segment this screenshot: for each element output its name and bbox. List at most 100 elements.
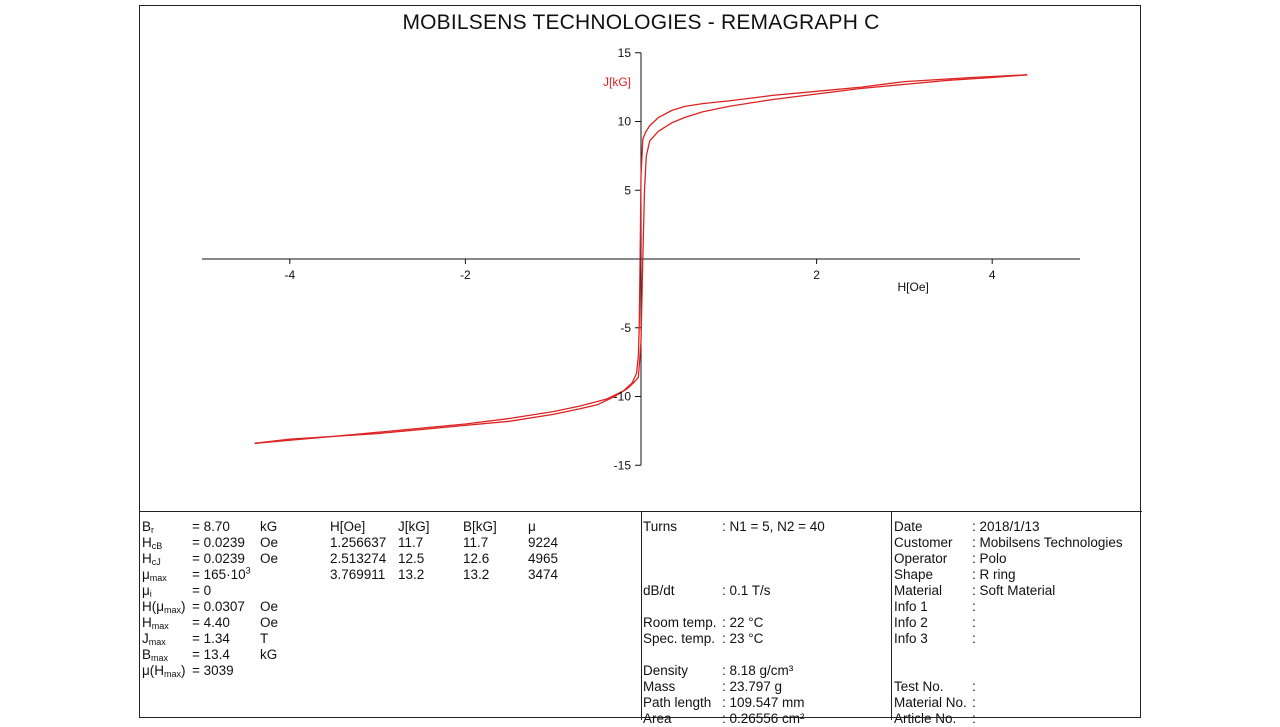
table-header: μ — [528, 519, 536, 534]
measurement-label: dB/dt — [643, 583, 675, 598]
hysteresis-chart: -4 -2 2 4 15 10 5 -5 -10 -15 H[Oe] J[kG] — [202, 46, 1080, 473]
param-symbol: Hmax — [142, 615, 169, 631]
y-tick-label: -5 — [620, 321, 631, 335]
table-header: B[kG] — [463, 519, 497, 534]
param-unit: kG — [260, 519, 278, 534]
param-symbol: HcJ — [142, 551, 161, 567]
measurement-value: : 109.547 mm — [722, 695, 805, 710]
chart-labels: -4 -2 2 4 15 10 5 -5 -10 -15 H[Oe] J[kG] — [284, 46, 995, 473]
table-cell: 13.2 — [463, 567, 490, 582]
table-header: J[kG] — [398, 519, 430, 534]
report-frame: MOBILSENS TECHNOLOGIES - REMAGRAPH C -4-… — [139, 5, 1142, 726]
param-symbol: μmax — [142, 567, 167, 583]
info-value: : — [972, 599, 976, 614]
info-label: Shape — [894, 567, 934, 582]
param-symbol: μ(Hmax) — [142, 663, 186, 679]
param-value: = 3039 — [192, 663, 234, 678]
table-cell: 9224 — [528, 535, 559, 550]
info-value: : — [972, 615, 976, 630]
info-label: Info 1 — [894, 599, 928, 614]
info-value: : — [972, 695, 976, 710]
report-title: MOBILSENS TECHNOLOGIES - REMAGRAPH C — [402, 11, 880, 34]
param-unit: Oe — [260, 599, 279, 614]
table-cell: 11.7 — [398, 535, 424, 550]
info-value: : Soft Material — [972, 583, 1056, 598]
y-tick-label: -10 — [614, 390, 632, 404]
table-cell: 13.2 — [398, 567, 425, 582]
divider-1 — [641, 512, 642, 720]
param-unit: T — [260, 631, 269, 646]
info-value: : — [972, 679, 976, 694]
measurement-value: : 0.26556 cm² — [722, 711, 805, 726]
table-cell: 4965 — [528, 551, 559, 566]
table-cell: 3474 — [528, 567, 559, 582]
measurement-label: Area — [643, 711, 672, 726]
param-value: = 4.40 — [192, 615, 230, 630]
param-unit: Oe — [260, 615, 279, 630]
divider-2 — [891, 512, 892, 720]
x-tick-label: -2 — [460, 268, 471, 282]
param-value: = 165·103 — [192, 565, 251, 582]
measurement-label: Turns — [643, 519, 678, 534]
table-cell: 1.256637 — [330, 535, 387, 550]
table-header: H[Oe] — [330, 519, 366, 534]
param-value: = 0.0307 — [192, 599, 245, 614]
y-tick-label: 15 — [618, 46, 632, 60]
x-tick-label: -4 — [284, 268, 295, 282]
param-unit: Oe — [260, 551, 279, 566]
param-value: = 1.34 — [192, 631, 230, 646]
chart-axes — [202, 52, 1080, 466]
info-label: Date — [894, 519, 923, 534]
y-tick-label: 5 — [624, 183, 631, 197]
measurement-label: Spec. temp. — [643, 631, 716, 646]
y-tick-label: -15 — [614, 458, 632, 472]
info-label: Info 2 — [894, 615, 928, 630]
table-cell: 12.6 — [463, 551, 490, 566]
measurement-value: : 8.18 g/cm³ — [722, 663, 794, 678]
param-symbol: Jmax — [142, 631, 166, 647]
x-tick-label: 4 — [989, 268, 996, 282]
info-value: : Mobilsens Technologies — [972, 535, 1123, 550]
param-value: = 0 — [192, 583, 212, 598]
param-symbol: HcB — [142, 535, 163, 551]
measurement-label: Mass — [643, 679, 676, 694]
x-axis-label: H[Oe] — [898, 280, 929, 294]
measurement-value: : 23 °C — [722, 631, 764, 646]
measurement-label: Path length — [643, 695, 712, 710]
param-value: = 8.70 — [192, 519, 230, 534]
table-cell: 12.5 — [398, 551, 425, 566]
param-symbol: H(μmax) — [142, 599, 186, 615]
hysteresis-branch-2 — [254, 74, 1028, 444]
table-cell: 11.7 — [463, 535, 489, 550]
param-unit: kG — [260, 647, 278, 662]
param-value: = 0.0239 — [192, 551, 245, 566]
measurement-value: : 22 °C — [722, 615, 764, 630]
param-symbol: μi — [142, 583, 152, 599]
info-label: Material No. — [894, 695, 967, 710]
info-label: Info 3 — [894, 631, 928, 646]
info-label: Material — [894, 583, 943, 598]
y-axis-label: J[kG] — [603, 75, 631, 89]
info-value: : — [972, 631, 976, 646]
chart-curves — [254, 74, 1028, 444]
measurement-value: : 23.797 g — [722, 679, 783, 694]
parameters-panel: Br = 8.70 kG HcB = 0.0239 Oe HcJ = 0.0239 Oe μmax… — [140, 511, 1142, 726]
y-tick-label: 10 — [618, 115, 632, 129]
param-value: = 0.0239 — [192, 535, 245, 550]
table-cell: 2.513274 — [330, 551, 387, 566]
measurement-value: : 0.1 T/s — [722, 583, 771, 598]
info-label: Operator — [894, 551, 948, 566]
measurement-value: : N1 = 5, N2 = 40 — [722, 519, 825, 534]
info-value: : Polo — [972, 551, 1007, 566]
x-tick-label: 2 — [813, 268, 820, 282]
info-value: : R ring — [972, 567, 1016, 582]
info-value: : 2018/1/13 — [972, 519, 1040, 534]
info-value: : — [972, 711, 976, 726]
info-label: Customer — [894, 535, 953, 550]
measurement-label: Density — [643, 663, 689, 678]
info-label: Test No. — [894, 679, 944, 694]
param-value: = 13.4 — [192, 647, 230, 662]
param-unit: Oe — [260, 535, 279, 550]
hysteresis-branch-1 — [254, 74, 1028, 444]
info-label: Article No. — [894, 711, 957, 726]
